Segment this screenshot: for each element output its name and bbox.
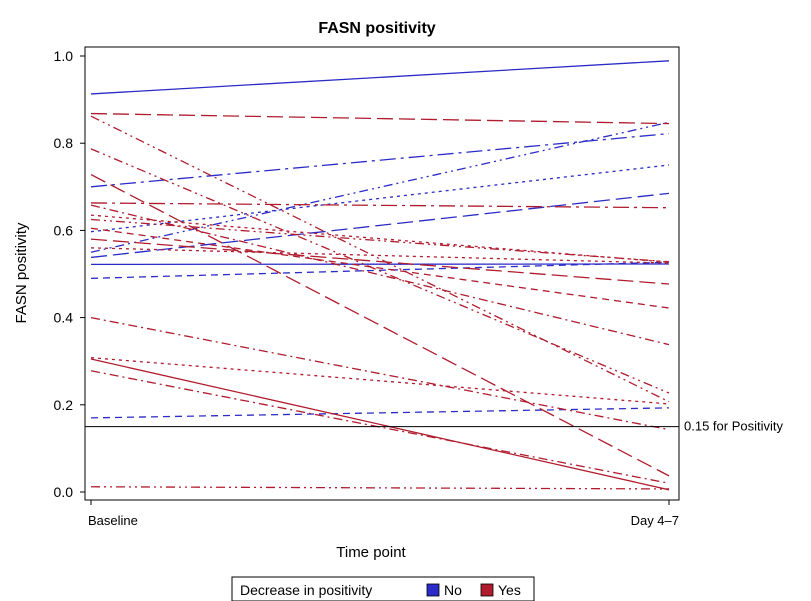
y-tick-label-3: 0.6 (54, 222, 74, 238)
series-line-18 (90, 247, 670, 264)
legend-title: Decrease in positivity (240, 582, 372, 598)
chart-title: FASN positivity (318, 20, 435, 37)
y-axis-label: FASN positivity (13, 222, 30, 323)
series-line-20 (90, 357, 670, 405)
series-line-2 (90, 164, 670, 233)
y-tick-label-2: 0.4 (54, 310, 74, 326)
y-tick-label-5: 1.0 (54, 48, 74, 64)
series-line-8 (90, 112, 670, 125)
series-line-19 (90, 316, 670, 431)
x-tick-label-0: Baseline (88, 513, 138, 528)
series-line-23 (90, 486, 670, 490)
legend-swatch-no (426, 583, 440, 597)
legend: Decrease in positivity No Yes (231, 576, 535, 601)
series-line-9 (90, 115, 670, 403)
series-layer (90, 60, 670, 491)
y-axis: 0.0 0.2 0.4 0.6 0.8 1.0 (54, 48, 85, 500)
legend-swatch-yes (480, 583, 494, 597)
series-line-10 (90, 148, 670, 394)
legend-label-yes: Yes (498, 582, 521, 598)
x-axis-label: Time point (336, 544, 406, 561)
series-line-0 (90, 60, 670, 95)
series-line-15 (90, 218, 670, 263)
series-line-17 (90, 238, 670, 285)
plot-frame (84, 46, 680, 501)
series-line-16 (90, 227, 670, 309)
series-line-1 (90, 132, 670, 188)
series-line-11 (90, 174, 670, 477)
y-tick-label-0: 0.0 (54, 484, 74, 500)
series-line-21 (90, 358, 670, 491)
y-tick-label-1: 0.2 (54, 397, 74, 413)
x-axis: Baseline Day 4–7 (88, 500, 679, 528)
series-line-13 (90, 204, 670, 346)
y-tick-label-4: 0.8 (54, 135, 74, 151)
x-tick-label-1: Day 4–7 (631, 513, 679, 528)
series-line-3 (90, 121, 670, 253)
legend-label-no: No (444, 582, 462, 598)
series-line-12 (90, 202, 670, 209)
series-line-7 (90, 407, 670, 419)
series-line-22 (90, 370, 670, 484)
reference-line-label: 0.15 for Positivity (684, 419, 783, 434)
